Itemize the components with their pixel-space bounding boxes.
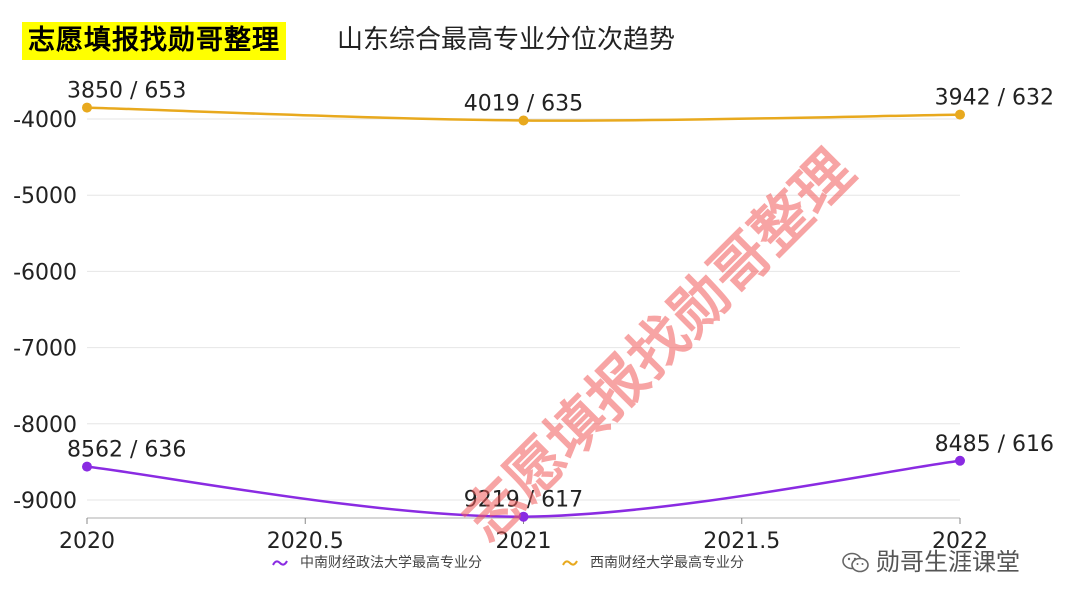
legend-line-icon <box>272 560 288 566</box>
data-point <box>955 455 965 466</box>
x-tick-label: 2022 <box>932 529 988 554</box>
footer-account-name: 勋哥生涯课堂 <box>876 548 1020 576</box>
y-tick-label: -7000 <box>13 337 77 362</box>
y-tick-label: -4000 <box>13 108 77 133</box>
data-point <box>82 102 92 113</box>
data-label: 8485 / 616 <box>935 432 1054 457</box>
legend-label: 西南财经大学最高专业分 <box>590 555 744 571</box>
data-point <box>955 109 965 120</box>
chart-subtitle: 山东综合最高专业分位次趋势 <box>337 25 676 55</box>
data-label: 9219 / 617 <box>464 488 583 513</box>
data-label: 8562 / 636 <box>67 438 186 463</box>
data-label: 4019 / 635 <box>464 91 583 116</box>
y-tick-label: -8000 <box>13 413 77 438</box>
data-point <box>518 115 529 126</box>
y-tick-label: -9000 <box>13 489 77 514</box>
data-label: 3942 / 632 <box>935 86 1054 111</box>
data-point <box>518 511 529 522</box>
data-point <box>82 461 92 472</box>
footer-account: 勋哥生涯课堂 <box>842 542 1020 577</box>
legend-label: 中南财经政法大学最高专业分 <box>300 555 482 571</box>
data-label: 3850 / 653 <box>67 79 186 104</box>
legend-item-zhongnan[interactable]: 中南财经政法大学最高专业分 <box>272 552 482 572</box>
y-tick-label: -5000 <box>13 184 77 209</box>
brand-title: 志愿填报找勋哥整理 <box>22 22 286 60</box>
legend-line-icon <box>562 560 578 566</box>
x-tick-label: 2021 <box>496 529 552 554</box>
x-tick-label: 2020 <box>59 529 115 554</box>
y-tick-label: -6000 <box>13 260 77 285</box>
x-tick-label: 2021.5 <box>703 529 780 554</box>
wechat-icon <box>842 552 869 573</box>
legend-item-xinan[interactable]: 西南财经大学最高专业分 <box>562 552 744 572</box>
x-tick-label: 2020.5 <box>267 529 344 554</box>
